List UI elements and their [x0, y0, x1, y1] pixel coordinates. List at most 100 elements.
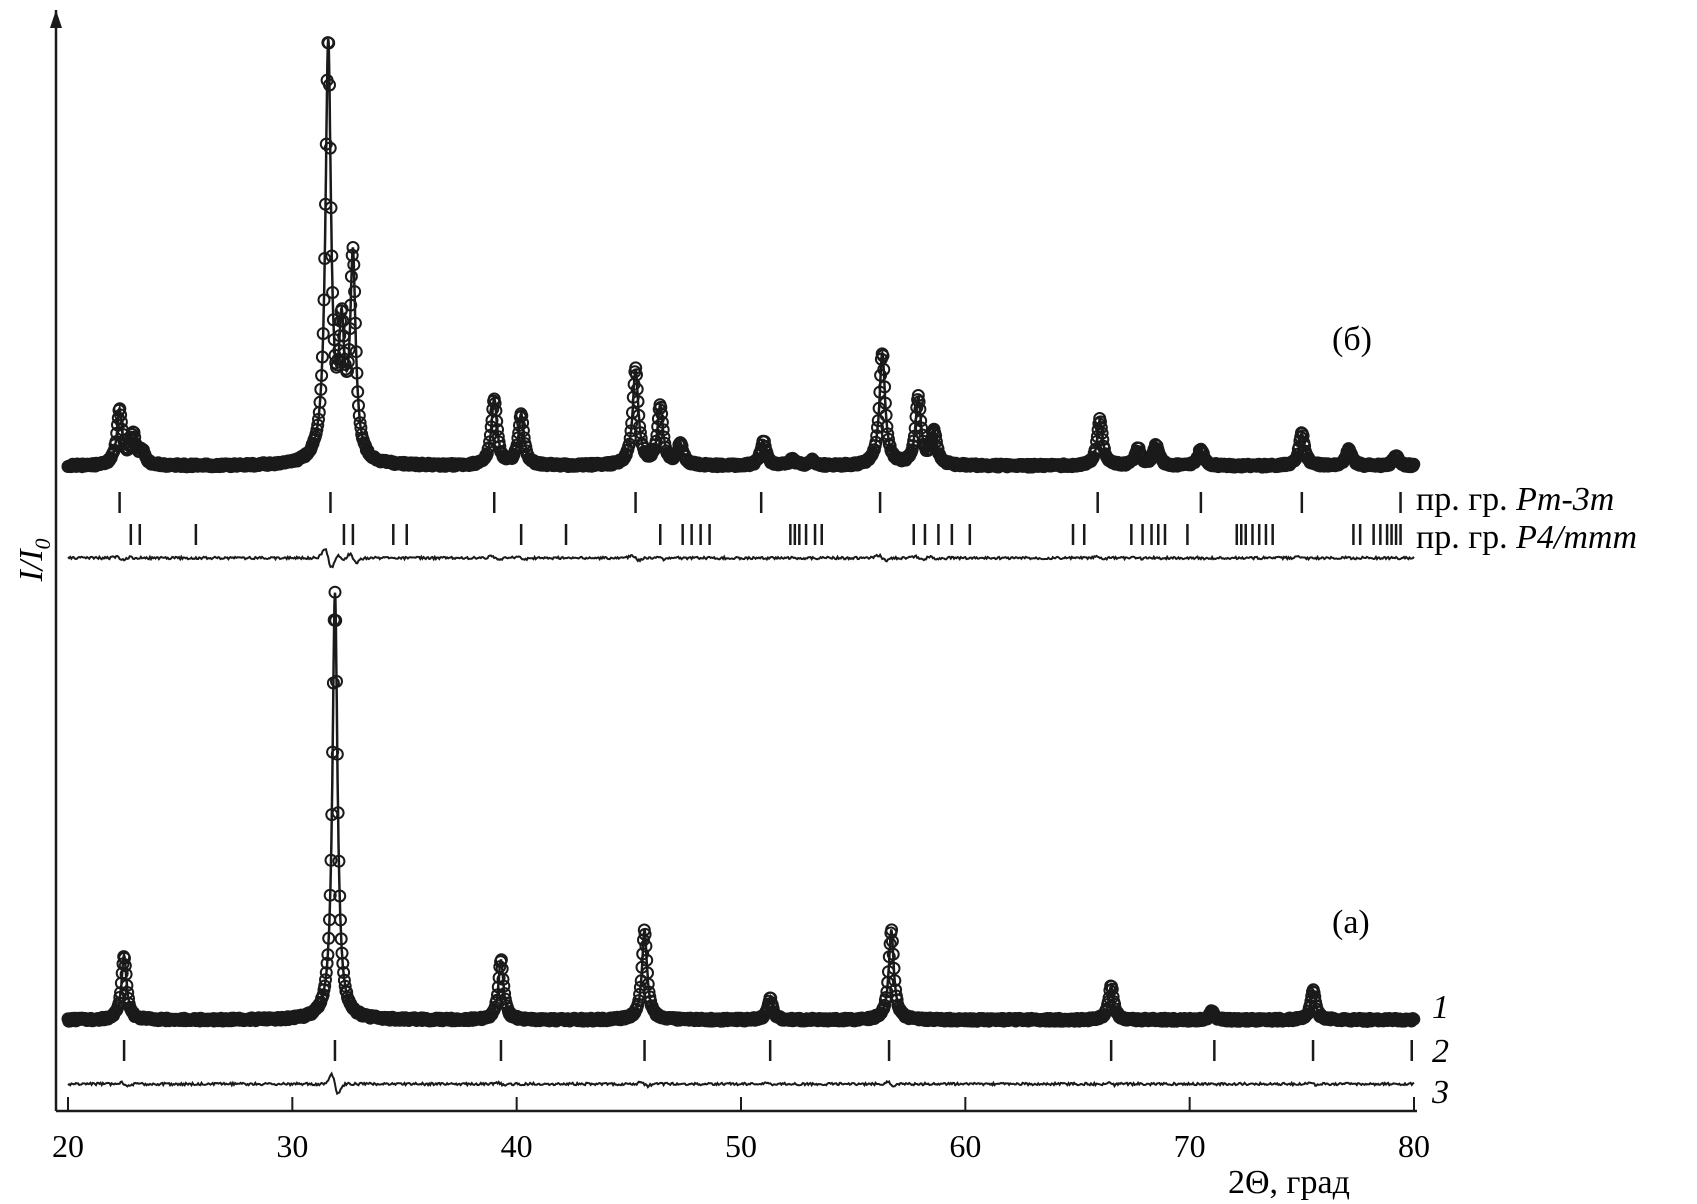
x-tick-label: 20	[52, 1128, 84, 1164]
observed-point	[493, 960, 507, 974]
observed-point	[1105, 982, 1119, 996]
observed-point	[641, 977, 655, 991]
observed-point	[312, 412, 325, 426]
observed-point	[337, 329, 351, 343]
observed-point	[347, 258, 361, 272]
observed-point	[517, 431, 531, 445]
calculated-profile	[67, 38, 1415, 472]
observed-point	[1407, 1012, 1421, 1026]
observed-point	[911, 389, 925, 402]
observed-point	[1096, 433, 1110, 447]
observed-point	[350, 366, 364, 380]
difference-curve	[67, 1071, 1415, 1096]
observed-point	[622, 437, 636, 451]
curve-label-3: 3	[1431, 1074, 1449, 1111]
observed-point	[914, 414, 928, 428]
observed-point	[629, 361, 643, 375]
observed-point	[330, 747, 344, 761]
x-tick-label: 70	[1174, 1128, 1206, 1164]
observed-point	[318, 979, 332, 993]
observed-point	[498, 987, 512, 1001]
observed-point	[885, 934, 899, 948]
observed-point	[639, 939, 653, 953]
observed-point	[316, 988, 330, 1002]
observed-point	[328, 585, 342, 599]
observed-point	[345, 248, 359, 262]
observed-point	[1106, 990, 1120, 1004]
observed-point	[915, 421, 928, 435]
observed-point	[326, 286, 340, 299]
phase-label-pm3m: пр. гр. Pm-3m	[1416, 481, 1614, 518]
observed-point	[630, 368, 643, 382]
curve-label-1: 1	[1432, 989, 1449, 1026]
observed-point	[311, 418, 325, 432]
observed-point	[118, 959, 132, 973]
observed-point	[515, 409, 529, 423]
observed-point	[626, 406, 639, 420]
x-axis-title: 2Θ, град	[1228, 1164, 1350, 1201]
observed-point	[1298, 439, 1312, 453]
observed-point	[322, 36, 336, 50]
observed-point	[516, 416, 530, 430]
observed-point	[324, 853, 338, 867]
y-axis-title: I/I0	[13, 538, 55, 582]
x-tick-label: 80	[1398, 1128, 1430, 1164]
observed-point	[320, 956, 334, 970]
observed-point	[109, 435, 123, 449]
observed-point	[336, 956, 350, 970]
observed-point	[1291, 447, 1305, 461]
observed-point	[348, 316, 362, 330]
phase-label-p4mmm: пр. гр. P4/mmm	[1416, 519, 1637, 556]
panel-label-b: (б)	[1332, 321, 1372, 358]
observed-point	[318, 252, 332, 265]
bragg-ticks-row	[122, 1040, 1414, 1061]
observed-point	[876, 349, 890, 363]
observed-point	[887, 961, 901, 975]
calculated-profile	[66, 592, 1415, 1026]
observed-point	[337, 966, 351, 979]
observed-point	[346, 241, 360, 254]
observed-point	[1108, 997, 1122, 1011]
observed-point	[319, 973, 332, 987]
observed-point	[319, 137, 333, 151]
observed-point	[497, 979, 511, 993]
x-tick-label: 60	[949, 1128, 981, 1164]
observed-point	[655, 415, 669, 429]
observed-point	[496, 972, 510, 986]
observed-point	[114, 408, 128, 422]
observed-point	[114, 415, 128, 429]
observed-point	[878, 396, 892, 410]
observed-points	[61, 36, 1421, 474]
observed-point	[334, 913, 347, 927]
observed-point	[877, 363, 891, 376]
observed-point	[315, 369, 329, 382]
observed-point	[656, 423, 670, 437]
observed-point	[323, 888, 337, 902]
observed-point	[883, 439, 897, 453]
observed-point	[322, 931, 336, 945]
observed-point	[324, 201, 338, 215]
observed-point	[1094, 421, 1108, 435]
bragg-ticks-row	[129, 524, 1402, 545]
observed-point	[323, 141, 337, 155]
observed-point	[317, 293, 331, 307]
observed-point	[118, 951, 131, 965]
observed-point	[1407, 457, 1421, 471]
observed-point	[491, 430, 505, 444]
panel-label-a: (а)	[1332, 904, 1370, 941]
observed-point	[341, 364, 354, 378]
observed-point	[329, 614, 343, 627]
x-tick-label: 30	[276, 1128, 308, 1164]
observed-point	[325, 808, 339, 822]
observed-point	[120, 979, 134, 992]
observed-point	[634, 974, 648, 988]
observed-point	[316, 327, 330, 341]
x-tick-label: 40	[501, 1128, 533, 1164]
observed-point	[344, 269, 358, 283]
observed-point	[338, 358, 352, 371]
observed-point	[655, 407, 669, 421]
x-axis-ticks: 20 30 40 50 60 70 80	[52, 1097, 1430, 1164]
observed-point	[323, 78, 336, 92]
observed-point	[315, 350, 329, 364]
